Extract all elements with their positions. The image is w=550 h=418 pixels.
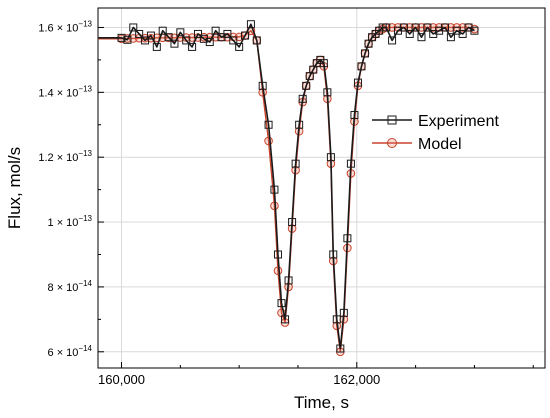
data-point-experiment: [405, 29, 414, 38]
y-tick-mantissa: 6 × 10: [48, 347, 79, 359]
data-point-experiment: [223, 29, 232, 38]
y-tick-exponent: −13: [78, 149, 92, 158]
data-point-model: [264, 136, 273, 146]
x-tick-label: 160,000: [98, 372, 145, 387]
y-tick-mantissa: 8 × 10: [48, 282, 79, 294]
data-point-experiment: [170, 39, 179, 48]
data-point-experiment: [182, 36, 191, 45]
y-tick-labels: 6 × 10−148 × 10−141 × 10−131.2 × 10−131.…: [38, 19, 92, 358]
legend-marker-experiment: [387, 115, 397, 125]
data-point-experiment: [152, 42, 161, 51]
data-point-experiment: [411, 23, 420, 32]
data-point-experiment: [284, 276, 293, 285]
data-point-experiment: [252, 36, 261, 45]
x-axis-title: Time, s: [294, 393, 349, 412]
data-point-experiment: [357, 62, 366, 71]
series-model: [98, 23, 479, 357]
data-point-experiment: [176, 28, 185, 37]
data-point-experiment: [343, 234, 352, 243]
y-tick-exponent: −13: [78, 19, 92, 28]
data-point-experiment: [164, 33, 173, 42]
data-point-experiment: [323, 88, 332, 97]
data-point-experiment: [423, 23, 432, 32]
data-point-experiment: [241, 31, 250, 40]
data-point-experiment: [141, 36, 150, 45]
axis-ticks: [98, 26, 534, 368]
y-tick-label: 6 × 10−14: [48, 344, 93, 359]
data-point-experiment: [193, 29, 202, 38]
plot-frame: [97, 7, 546, 369]
data-point-experiment: [229, 36, 238, 45]
data-point-experiment: [123, 35, 132, 44]
data-point-experiment: [470, 26, 479, 35]
data-point-experiment: [205, 38, 214, 47]
data-point-experiment: [291, 159, 300, 168]
data-point-experiment: [298, 94, 307, 103]
data-point-experiment: [295, 120, 304, 129]
y-tick-exponent: −14: [78, 279, 92, 288]
data-point-experiment: [458, 29, 467, 38]
data-point-experiment: [277, 299, 286, 308]
y-tick-label: 8 × 10−14: [48, 279, 93, 294]
data-point-experiment: [446, 33, 455, 42]
y-tick-exponent: −13: [78, 84, 92, 93]
data-point-experiment: [417, 33, 426, 42]
x-tick-labels: 160,000 162,000: [98, 372, 380, 387]
y-tick-exponent: −14: [78, 344, 92, 353]
data-point-experiment: [353, 78, 362, 87]
data-point-experiment: [399, 23, 408, 32]
data-point-experiment: [270, 185, 279, 194]
data-point-experiment: [246, 20, 255, 29]
y-tick-label: 1.2 × 10−13: [38, 149, 92, 164]
data-point-experiment: [288, 218, 297, 227]
x-tick-label: 162,000: [333, 372, 380, 387]
data-point-experiment: [332, 315, 341, 324]
data-point-experiment: [146, 31, 155, 40]
data-point-model: [273, 266, 283, 276]
y-tick-mantissa: 1.2 × 10: [38, 152, 78, 164]
data-point-experiment: [129, 23, 138, 32]
y-tick-mantissa: 1.6 × 10: [38, 22, 78, 34]
data-point-experiment: [281, 315, 290, 324]
data-point-experiment: [388, 36, 397, 45]
data-point-experiment: [273, 250, 282, 259]
data-point-experiment: [346, 159, 355, 168]
series-layer: [98, 20, 479, 357]
legend: Experiment Model: [368, 104, 518, 156]
data-point-experiment: [326, 153, 335, 162]
data-point-experiment: [350, 111, 359, 120]
y-tick-label: 1.6 × 10−13: [38, 19, 92, 34]
data-point-experiment: [302, 81, 311, 90]
data-point-experiment: [382, 23, 391, 32]
data-point-experiment: [264, 120, 273, 129]
grid-lines: [98, 8, 545, 368]
legend-entry-model: Model: [372, 136, 462, 153]
y-tick-label: 1 × 10−13: [48, 214, 93, 229]
data-point-experiment: [336, 344, 345, 353]
y-tick-label: 1.4 × 10−13: [38, 84, 92, 99]
legend-entry-experiment: Experiment: [372, 113, 499, 130]
series-line-experiment: [98, 23, 475, 350]
data-point-experiment: [135, 29, 144, 38]
data-point-experiment: [158, 26, 167, 35]
data-point-experiment: [188, 42, 197, 51]
data-point-experiment: [329, 250, 338, 259]
y-axis-title: Flux, mol/s: [5, 147, 24, 229]
legend-marker-model: [387, 138, 397, 148]
y-tick-exponent: −13: [78, 214, 92, 223]
data-point-experiment: [258, 81, 267, 90]
y-tick-mantissa: 1.4 × 10: [38, 87, 78, 99]
legend-label-experiment: Experiment: [418, 113, 499, 130]
data-point-experiment: [235, 42, 244, 51]
data-point-experiment: [211, 26, 220, 35]
data-point-experiment: [117, 33, 126, 42]
y-tick-mantissa: 1 × 10: [48, 217, 79, 229]
data-point-experiment: [319, 59, 328, 68]
data-point-experiment: [361, 49, 370, 58]
data-point-experiment: [441, 23, 450, 32]
series-experiment: [98, 20, 479, 353]
legend-label-model: Model: [418, 136, 462, 153]
data-point-experiment: [339, 308, 348, 317]
